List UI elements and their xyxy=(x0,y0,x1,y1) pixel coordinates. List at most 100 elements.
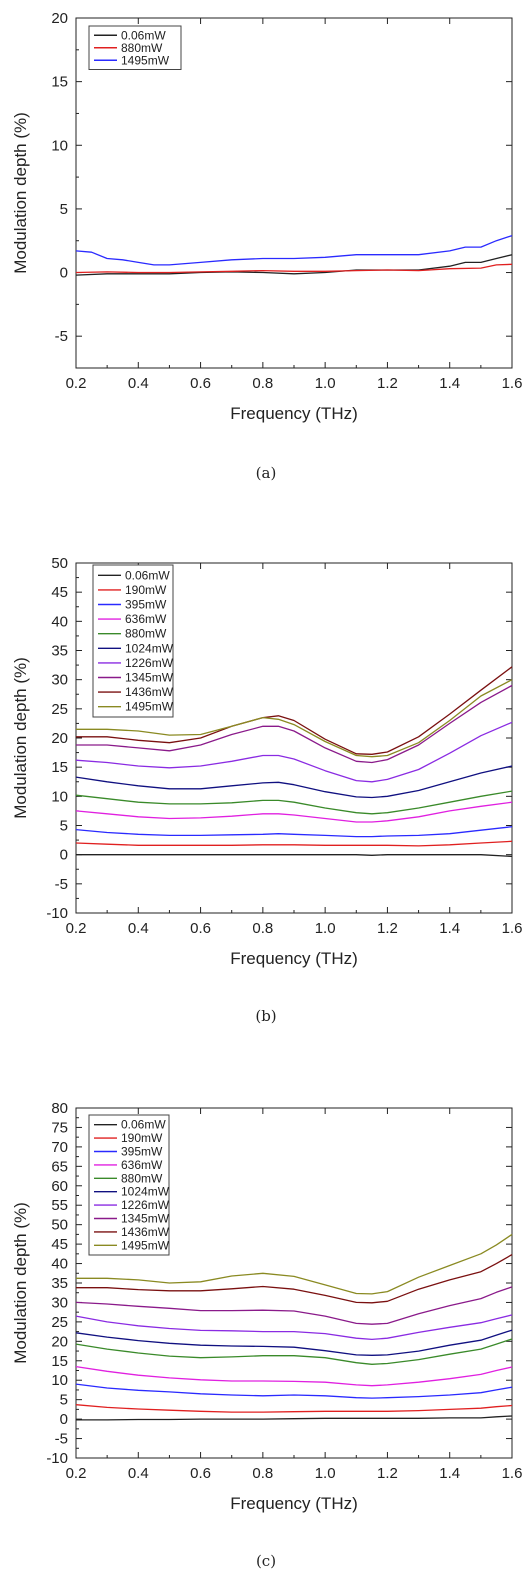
legend: 0.06mW190mW395mW636mW880mW1024mW1226mW13… xyxy=(92,564,174,718)
x-tick-label: 0.2 xyxy=(66,920,87,937)
legend-label: 636mW xyxy=(125,612,167,626)
y-tick-label: 45 xyxy=(51,1236,68,1253)
legend-label: 1226mW xyxy=(121,1198,170,1212)
y-tick-label: 15 xyxy=(51,1353,68,1370)
y-tick-label: 40 xyxy=(51,613,68,630)
caption-c: (c) xyxy=(255,1552,277,1570)
series-line-1024mW xyxy=(75,1329,513,1356)
x-tick-label: 0.8 xyxy=(252,920,273,937)
plot-frame xyxy=(75,17,513,369)
y-tick-label: 35 xyxy=(51,1275,68,1292)
series-line-190mW xyxy=(75,840,513,847)
series-line-1226mW xyxy=(75,721,513,783)
y-tick-label: 65 xyxy=(51,1158,68,1175)
y-tick-label: -10 xyxy=(46,1450,68,1467)
x-axis: 0.2 0.4 0.6 0.8 1.0 1.2 1.4 1.6 xyxy=(66,18,523,392)
series-line-190mW xyxy=(75,1404,513,1413)
y-tick-label: 25 xyxy=(51,701,68,718)
y-tick-label: -5 xyxy=(55,328,68,345)
series-line-880mW xyxy=(75,263,513,274)
x-tick-label: 0.2 xyxy=(66,1465,87,1482)
series-line-0.06mW xyxy=(76,854,513,858)
y-axis-label: Modulation depth (%) xyxy=(11,657,30,819)
series-group xyxy=(75,1233,513,1421)
x-tick-label: 0.8 xyxy=(252,375,273,392)
y-tick-label: 80 xyxy=(51,1100,68,1117)
series-line-636mW xyxy=(75,801,513,823)
x-tick-label: 0.4 xyxy=(128,1465,149,1482)
y-tick-label: 0 xyxy=(60,1411,68,1428)
x-tick-label: 1.2 xyxy=(377,375,398,392)
series-line-880mW xyxy=(75,1338,513,1365)
y-tick-label: 5 xyxy=(60,818,68,835)
y-axis: -10 -5 0 5 10 15 20 25 30 35 40 45 50 55 60 65 70 75 80 xyxy=(46,1100,512,1467)
y-tick-label: 0 xyxy=(60,847,68,864)
x-tick-label: 1.4 xyxy=(439,1465,460,1482)
y-tick-label: 25 xyxy=(51,1314,68,1331)
y-tick-label: 20 xyxy=(51,1333,68,1350)
series-group xyxy=(75,234,513,276)
legend-label: 880mW xyxy=(121,41,163,55)
y-tick-label: 15 xyxy=(51,74,68,91)
series-line-1495mW xyxy=(75,234,513,266)
y-tick-label: -5 xyxy=(55,876,68,893)
x-axis-label: Frequency (THz) xyxy=(230,949,358,968)
legend-label: 1024mW xyxy=(121,1185,170,1199)
x-axis: 0.2 0.4 0.6 0.8 1.0 1.2 1.4 1.6 xyxy=(66,563,523,937)
y-tick-label: 70 xyxy=(51,1139,68,1156)
y-tick-label: 10 xyxy=(51,137,68,154)
x-axis: 0.2 0.4 0.6 0.8 1.0 1.2 1.4 1.6 xyxy=(66,1108,522,1482)
x-tick-label: 1.0 xyxy=(315,375,336,392)
y-tick-label: 20 xyxy=(51,10,68,27)
legend-label: 0.06mW xyxy=(125,568,170,582)
legend-label: 880mW xyxy=(125,627,167,641)
y-tick-label: 60 xyxy=(51,1178,68,1195)
x-tick-label: 1.0 xyxy=(315,920,336,937)
legend-label: 0.06mW xyxy=(121,1118,166,1132)
x-tick-label: 0.6 xyxy=(190,375,211,392)
series-group xyxy=(75,666,513,858)
legend-label: 395mW xyxy=(121,1145,163,1159)
legend-label: 880mW xyxy=(121,1171,163,1185)
x-axis-label: Frequency (THz) xyxy=(230,404,358,423)
y-axis-label: Modulation depth (%) xyxy=(11,1202,30,1364)
y-tick-label: 10 xyxy=(51,788,68,805)
y-axis: -5 0 5 10 15 20 xyxy=(51,10,512,345)
chart-a: 0.2 0.4 0.6 0.8 1.0 1.2 1.4 1.6 -5 0 5 10 15 20 Freque… xyxy=(11,10,523,423)
x-tick-label: 0.4 xyxy=(128,920,149,937)
legend-label: 1495mW xyxy=(121,1238,170,1252)
y-tick-label: 40 xyxy=(51,1256,68,1273)
chart-b: 0.2 0.4 0.6 0.8 1.0 1.2 1.4 1.6 -10 -5 0 5 10 15 20 25 3… xyxy=(11,555,523,968)
x-tick-label: 1.4 xyxy=(439,920,460,937)
legend-label: 190mW xyxy=(121,1131,163,1145)
series-line-880mW xyxy=(75,790,513,815)
legend-label: 1226mW xyxy=(125,656,174,670)
series-line-1495mW xyxy=(76,1233,513,1295)
series-line-1436mW xyxy=(76,666,513,755)
x-tick-label: 1.6 xyxy=(502,920,523,937)
y-tick-label: 5 xyxy=(60,201,68,218)
caption-a: (a) xyxy=(255,464,277,482)
y-tick-label: 35 xyxy=(51,643,68,660)
x-tick-label: 1.4 xyxy=(439,375,460,392)
x-tick-label: 0.6 xyxy=(190,920,211,937)
y-tick-label: 5 xyxy=(60,1392,68,1409)
series-line-1495mW xyxy=(76,679,513,758)
y-tick-label: 75 xyxy=(51,1119,68,1136)
x-tick-label: 1.0 xyxy=(315,1465,336,1482)
legend-label: 1436mW xyxy=(125,685,174,699)
y-tick-label: 55 xyxy=(51,1197,68,1214)
x-axis-label: Frequency (THz) xyxy=(230,1494,358,1513)
chart-c: 0.2 0.4 0.6 0.8 1.0 1.2 1.4 1.6 -10 -5 0 5 10 15 20 25 3… xyxy=(11,1100,522,1513)
y-tick-label: -5 xyxy=(55,1431,68,1448)
caption-b: (b) xyxy=(255,1007,277,1025)
series-line-1024mW xyxy=(75,765,513,799)
y-tick-label: 30 xyxy=(51,672,68,689)
series-line-1345mW xyxy=(76,684,513,764)
x-tick-label: 1.6 xyxy=(502,375,523,392)
legend-label: 636mW xyxy=(121,1158,163,1172)
legend-label: 1436mW xyxy=(121,1225,170,1239)
series-line-1345mW xyxy=(75,1286,513,1325)
y-tick-label: 30 xyxy=(51,1294,68,1311)
